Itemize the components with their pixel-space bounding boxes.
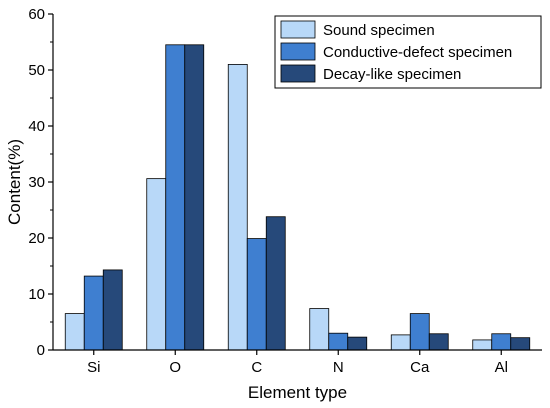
y-tick-label: 60 <box>28 6 45 23</box>
x-axis-title: Element type <box>248 383 347 402</box>
axes-group: 0 10 20 30 40 50 60 Si O C N Ca Al <box>28 6 542 376</box>
bar-N-2 <box>328 332 349 351</box>
legend-swatch-1 <box>280 20 316 39</box>
bar-Al-3 <box>510 337 531 351</box>
bar-Ca-2 <box>409 313 430 351</box>
y-tick-label: 0 <box>37 342 45 359</box>
bar-C-2 <box>246 238 267 351</box>
legend: Sound specimen Conductive-defect specimen… <box>274 15 542 89</box>
y-tick-label: 40 <box>28 118 45 135</box>
bars-group <box>64 44 531 351</box>
legend-label-1: Sound specimen <box>323 22 435 39</box>
x-tick-label: N <box>333 359 344 376</box>
legend-box <box>274 15 542 89</box>
legend-swatch-2 <box>280 42 316 61</box>
bar-Si-3 <box>102 269 123 351</box>
y-tick-label: 10 <box>28 286 45 303</box>
x-tick-label: C <box>251 359 262 376</box>
bar-C-1 <box>227 64 248 351</box>
bar-O-2 <box>165 44 186 351</box>
bar-Ca-1 <box>390 334 411 351</box>
bar-Al-2 <box>491 333 512 351</box>
bar-N-1 <box>309 308 330 351</box>
legend-swatch-3 <box>280 64 316 83</box>
y-tick-label: 50 <box>28 62 45 79</box>
y-tick-label: 20 <box>28 230 45 247</box>
y-axis-title: Content(%) <box>5 139 24 225</box>
bar-O-3 <box>184 44 205 351</box>
x-tick-label: Si <box>87 359 100 376</box>
legend-label-2: Conductive-defect specimen <box>323 44 512 61</box>
legend-label-3: Decay-like specimen <box>323 66 461 83</box>
bar-Ca-3 <box>428 333 449 351</box>
bar-Si-2 <box>83 275 104 351</box>
x-tick-label: Ca <box>410 359 430 376</box>
x-tick-label: Al <box>495 359 508 376</box>
bar-N-3 <box>347 336 368 351</box>
x-tick-label: O <box>169 359 181 376</box>
y-tick-label: 30 <box>28 174 45 191</box>
bar-Al-1 <box>472 339 493 351</box>
bar-Si-1 <box>64 313 85 351</box>
bar-C-3 <box>265 216 286 351</box>
bar-O-1 <box>146 178 167 351</box>
